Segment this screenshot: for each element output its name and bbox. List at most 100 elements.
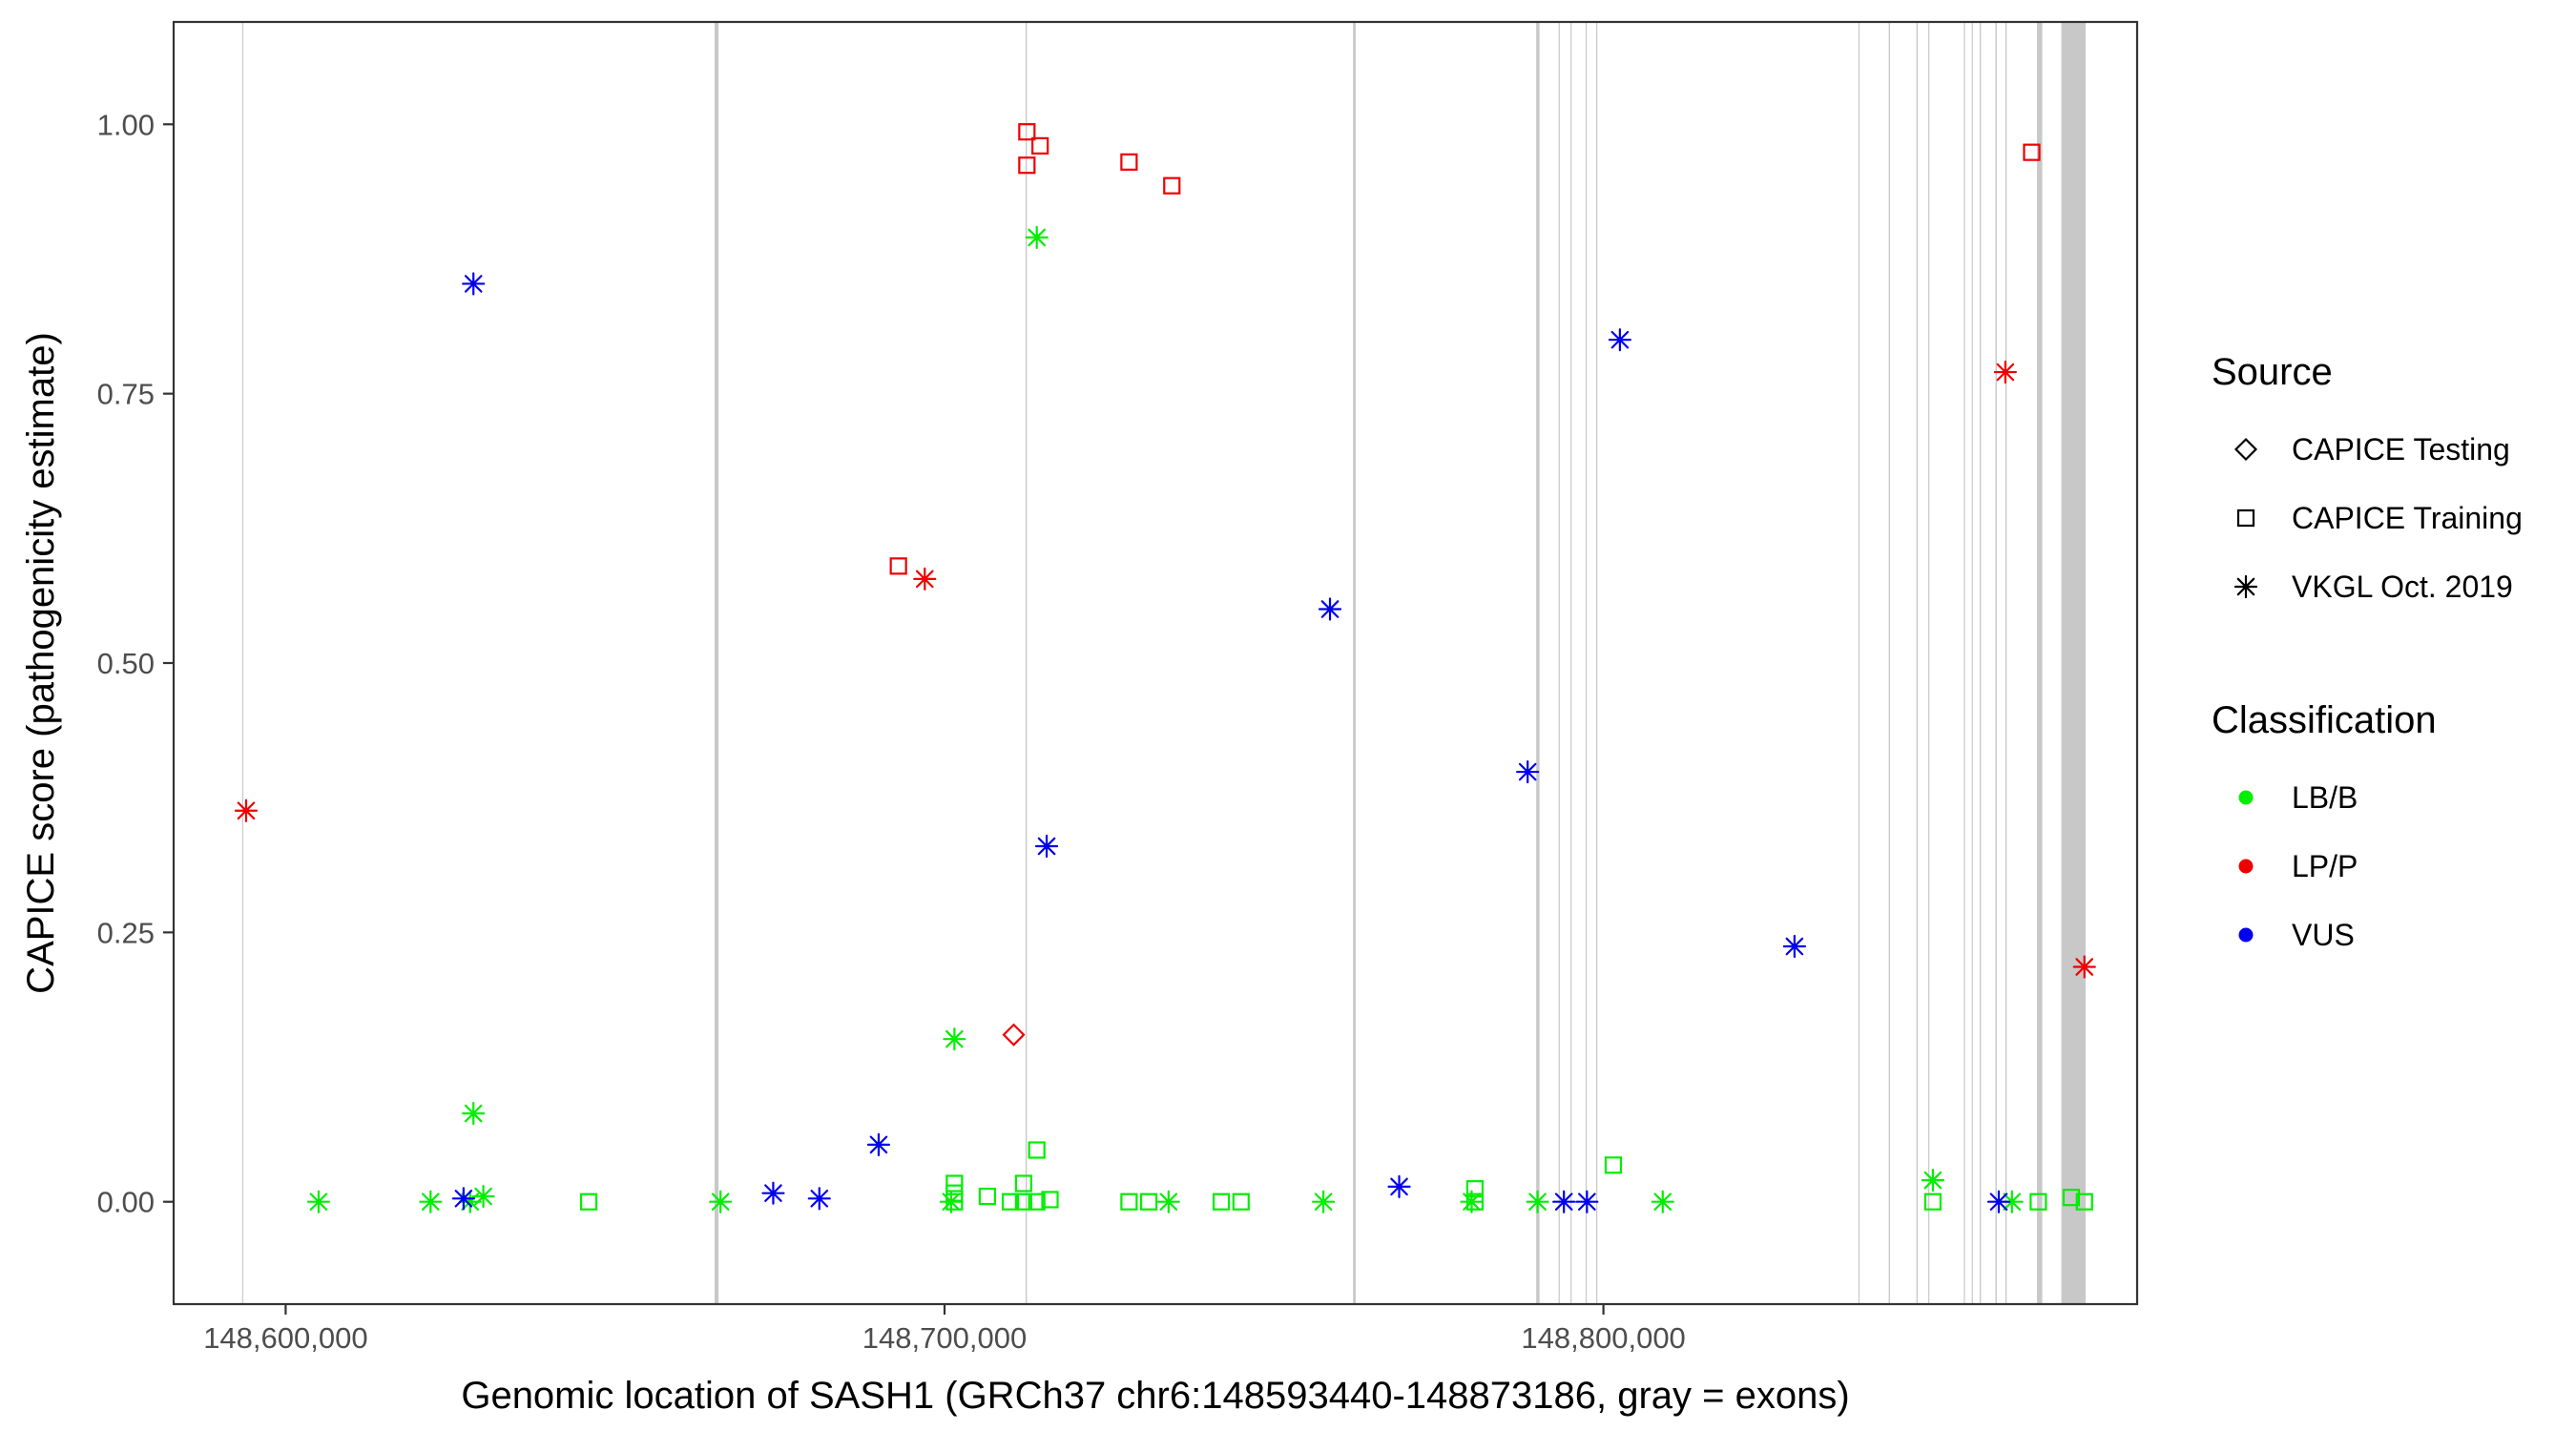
data-point-square: [1139, 1192, 1158, 1211]
exon-band-4: [1353, 22, 1356, 1304]
data-point-asterisk: [1312, 1190, 1336, 1213]
legend-title: Source: [2212, 351, 2333, 393]
exon-band-19: [2037, 22, 2043, 1304]
series-5: [1002, 1023, 1026, 1047]
y-tick-label: 0.00: [97, 1186, 155, 1219]
data-point-square: [1001, 1192, 1020, 1211]
series-0: [306, 225, 2024, 1213]
legend-key-dot: [2238, 859, 2254, 874]
exon-band-9: [1596, 22, 1598, 1304]
data-point-square: [1041, 1191, 1059, 1209]
x-tick-label: 148,700,000: [862, 1321, 1027, 1355]
data-points: [234, 123, 2096, 1213]
legend-label: VUS: [2292, 918, 2355, 952]
data-point-asterisk: [419, 1190, 443, 1213]
data-point-asterisk: [471, 1184, 495, 1209]
data-point-diamond: [1002, 1023, 1026, 1047]
legend-key-dot: [2238, 790, 2254, 805]
exon-band-3: [1025, 22, 1028, 1304]
exon-band-20: [2061, 22, 2087, 1304]
y-axis-title: CAPICE score (pathogenicity estimate): [20, 332, 62, 994]
data-point-asterisk: [1516, 759, 1540, 784]
data-point-square: [579, 1192, 598, 1211]
series-1: [234, 360, 2096, 979]
x-tick-label: 148,800,000: [1521, 1321, 1685, 1355]
data-point-square: [1120, 153, 1138, 171]
exon-band-18: [2005, 22, 2007, 1304]
data-point-asterisk: [709, 1190, 733, 1213]
exon-band-6: [1558, 22, 1560, 1304]
data-point-square: [1018, 123, 1036, 141]
data-point-square: [2029, 1192, 2047, 1211]
legend: Source CAPICE Testing CAPICE Training VKGL …: [2212, 351, 2523, 952]
data-point-asterisk: [1025, 225, 1049, 249]
data-point-asterisk: [1986, 1190, 2011, 1213]
exon-band-15: [1971, 22, 1973, 1304]
data-point-asterisk: [1921, 1169, 1945, 1192]
data-point-square: [2062, 1189, 2081, 1207]
data-point-square: [1465, 1192, 1485, 1211]
legend-key-dot: [2238, 927, 2254, 943]
data-point-asterisk: [2000, 1190, 2024, 1213]
data-point-asterisk: [451, 1187, 475, 1211]
data-point-square: [1212, 1192, 1231, 1211]
exon-band-13: [1928, 22, 1930, 1304]
series-4: [889, 123, 2041, 575]
data-point-square: [1018, 156, 1036, 175]
exon-band-5: [1536, 22, 1540, 1304]
data-point-square: [1604, 1156, 1623, 1174]
x-axis-title: Genomic location of SASH1 (GRCh37 chr6:1…: [461, 1375, 1849, 1417]
data-point-square: [1163, 176, 1181, 195]
data-point-asterisk: [1782, 934, 1806, 959]
exon-band-17: [1995, 22, 1997, 1304]
exon-bands: [241, 22, 2087, 1304]
data-point-asterisk: [761, 1181, 785, 1205]
legend-key-diamond: [2233, 437, 2258, 462]
data-point-asterisk: [1608, 328, 1631, 352]
data-point-square: [1465, 1180, 1485, 1198]
legend-label: VKGL Oct. 2019: [2292, 570, 2513, 604]
legend-label: LB/B: [2292, 780, 2358, 815]
x-axis: 148,600,000 148,700,000 148,800,000: [203, 1304, 1686, 1355]
y-axis: 0.00 0.25 0.50 0.75 1.00: [97, 108, 174, 1219]
legend-source: Source CAPICE Testing CAPICE Training VKGL …: [2212, 351, 2523, 604]
y-tick-label: 0.25: [97, 916, 155, 949]
data-point-square: [1014, 1192, 1032, 1211]
data-point-asterisk: [1552, 1190, 1576, 1213]
legend-label: CAPICE Testing: [2292, 432, 2510, 467]
exon-band-16: [1979, 22, 1982, 1304]
data-point-asterisk: [1460, 1190, 1484, 1213]
data-point-asterisk: [458, 1190, 482, 1213]
data-point-asterisk: [462, 272, 486, 296]
data-point-asterisk: [1318, 597, 1342, 621]
legend-label: LP/P: [2292, 849, 2358, 883]
data-point-asterisk: [462, 1101, 486, 1126]
series-3: [579, 1141, 2093, 1211]
data-point-square: [1028, 1141, 1046, 1159]
data-point-square: [1031, 136, 1049, 155]
data-point-square: [1120, 1192, 1138, 1211]
exon-band-2: [714, 22, 719, 1304]
data-point-square: [889, 557, 907, 575]
data-point-asterisk: [1387, 1174, 1411, 1198]
data-point-asterisk: [306, 1190, 331, 1213]
data-point-asterisk: [1993, 360, 2017, 384]
exon-band-7: [1570, 22, 1572, 1304]
legend-key-asterisk: [2233, 574, 2258, 599]
data-point-asterisk: [1156, 1190, 1180, 1213]
data-point-square: [1014, 1174, 1032, 1192]
data-point-asterisk: [2072, 955, 2096, 979]
exon-band-12: [1916, 22, 1919, 1304]
data-point-square: [2075, 1192, 2093, 1211]
data-point-asterisk: [866, 1132, 891, 1156]
legend-title: Classification: [2212, 699, 2437, 741]
exon-band-1: [241, 22, 244, 1304]
legend-classification: Classification LB/B LP/P VUS: [2212, 699, 2437, 952]
legend-label: CAPICE Training: [2292, 501, 2523, 535]
exon-band-14: [1963, 22, 1965, 1304]
exon-band-11: [1888, 22, 1891, 1304]
x-tick-label: 148,600,000: [203, 1321, 367, 1355]
data-point-square: [978, 1187, 996, 1206]
data-point-square: [945, 1174, 964, 1192]
